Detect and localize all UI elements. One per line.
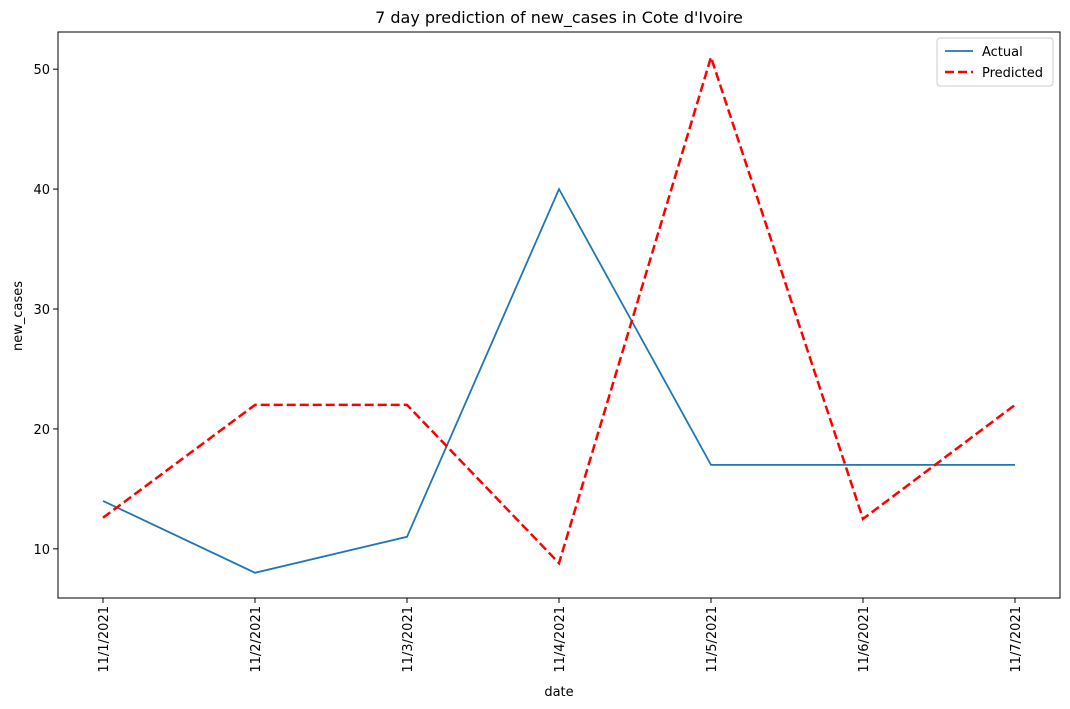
x-axis-ticks: 11/1/2021 11/2/2021 11/3/2021 11/4/2021 11/5… — [97, 598, 1024, 673]
data-point-predicted — [102, 516, 105, 519]
legend-box — [936, 37, 1054, 87]
legend-label-predicted: Predicted — [982, 66, 1043, 81]
y-tick-label: 20 — [33, 423, 50, 438]
data-point-actual — [862, 463, 865, 466]
data-point-actual — [254, 571, 257, 574]
y-axis-label: new_cases — [11, 281, 26, 351]
data-point-actual — [406, 535, 409, 538]
data-point-actual — [1014, 463, 1017, 466]
x-tick-label: 11/7/2021 — [1009, 606, 1024, 673]
x-axis-label: date — [544, 685, 573, 700]
y-tick-label: 40 — [33, 183, 50, 198]
data-point-predicted — [862, 517, 865, 520]
data-point-predicted — [558, 562, 561, 565]
data-point-actual — [558, 188, 561, 191]
x-tick-label: 11/2/2021 — [249, 606, 264, 673]
series-layer — [102, 53, 1017, 574]
x-tick-label: 11/6/2021 — [857, 606, 872, 673]
data-point-actual — [710, 463, 713, 466]
x-tick-label: 11/4/2021 — [553, 606, 568, 673]
y-tick-label: 50 — [33, 63, 50, 78]
legend: Actual Predicted — [936, 37, 1054, 87]
y-axis-ticks: 10 20 30 40 50 — [33, 63, 58, 558]
data-point-predicted — [254, 403, 257, 406]
data-point-actual — [102, 499, 105, 502]
data-point-predicted — [1014, 403, 1017, 406]
x-tick-label: 11/1/2021 — [97, 606, 112, 673]
y-tick-label: 10 — [33, 543, 50, 558]
x-tick-label: 11/5/2021 — [705, 606, 720, 673]
data-point-predicted — [406, 403, 409, 406]
series-line-predicted — [102, 53, 1016, 566]
x-tick-label: 11/3/2021 — [401, 606, 416, 673]
series-line-actual — [102, 187, 1015, 574]
data-point-predicted — [710, 56, 713, 59]
legend-label-actual: Actual — [982, 45, 1023, 60]
chart-title: 7 day prediction of new_cases in Cote d'… — [375, 8, 743, 28]
y-tick-label: 30 — [33, 303, 50, 318]
